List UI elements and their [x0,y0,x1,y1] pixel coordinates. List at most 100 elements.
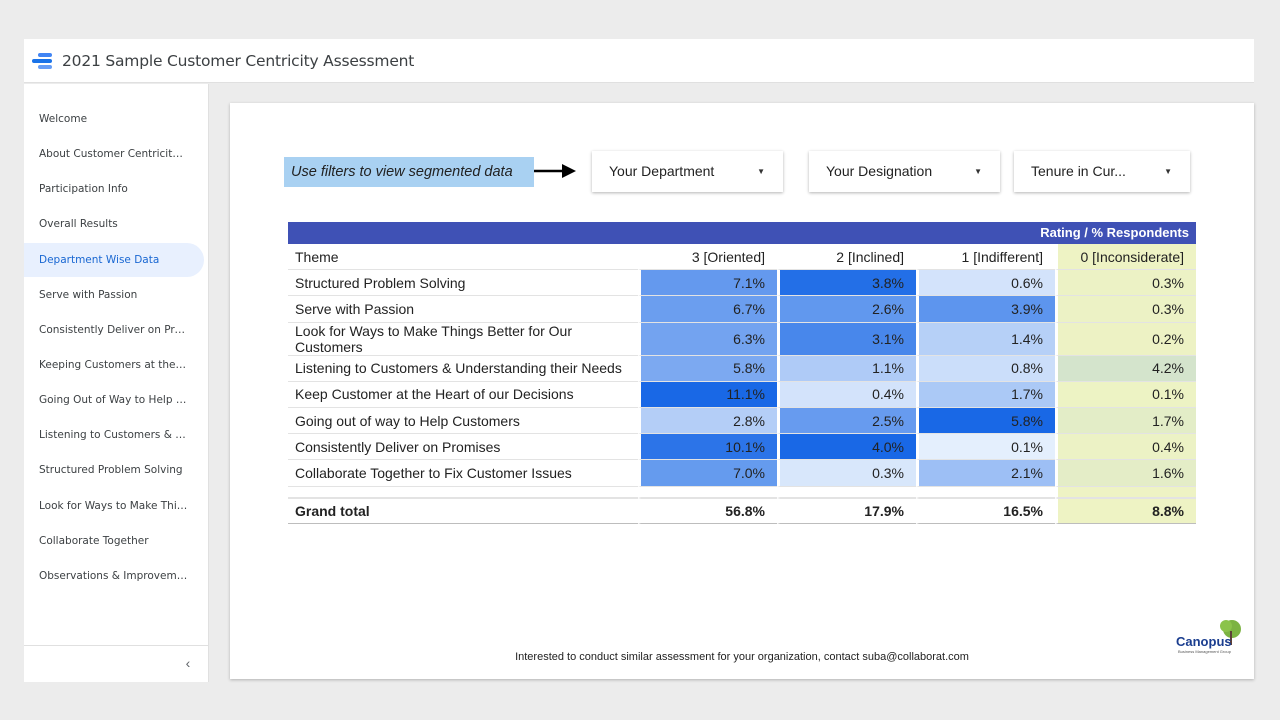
value-cell: 0.8% [916,355,1055,382]
nav-item-department-wise-data[interactable]: Department Wise Data [24,243,204,277]
table-row: Look for Ways to Make Things Better for … [288,322,1196,356]
value-cell: 5.8% [638,355,777,382]
table-row: Collaborate Together to Fix Customer Iss… [288,460,1196,487]
spacer-cell [638,486,777,498]
contact-footer: Interested to conduct similar assessment… [515,651,969,663]
value-cell: 0.4% [777,381,916,408]
report-canvas: Use filters to view segmented data Your … [230,103,1254,679]
designation-filter[interactable]: Your Designation ▼ [809,151,1000,192]
value-cell: 0.3% [1055,270,1196,297]
nav-item-collaborate-together[interactable]: Collaborate Together [39,535,149,547]
value-cell: 4.0% [777,434,916,461]
value-cell: 0.3% [1055,296,1196,323]
brand-name: Canopus [1176,634,1232,649]
brand-tagline: Business Management Group [1178,649,1232,654]
value-cell: 1.7% [916,381,1055,408]
theme-cell: Going out of way to Help Customers [288,408,638,435]
spacer-cell [916,486,1055,498]
designation-filter-label: Your Designation [826,163,933,179]
theme-cell: Consistently Deliver on Promises [288,434,638,461]
value-cell: 2.6% [777,296,916,323]
nav-item-listening[interactable]: Listening to Customers & Un... [39,429,200,441]
value-cell: 2.8% [638,407,777,435]
table-row: Consistently Deliver on Promises 10.1% 4.0… [288,434,1196,461]
dropdown-caret-icon: ▼ [974,167,982,176]
value-cell: 0.6% [916,270,1055,297]
nav-item-keeping-customers[interactable]: Keeping Customers at the H... [39,359,197,371]
spacer-cell [1055,486,1196,498]
app-header: 2021 Sample Customer Centricity Assessme… [24,39,1254,83]
grand-total-cell: 16.5% [916,497,1055,524]
value-cell: 5.8% [916,407,1055,435]
table-row: Going out of way to Help Customers 2.8% 2.… [288,407,1196,435]
table-row: Listening to Customers & Understanding t… [288,355,1196,382]
theme-cell: Structured Problem Solving [288,270,638,297]
theme-cell: Keep Customer at the Heart of our Decisi… [288,382,638,408]
value-cell: 1.7% [1055,407,1196,435]
value-cell: 1.1% [777,355,916,382]
value-cell: 4.2% [1055,355,1196,382]
value-cell: 10.1% [638,434,777,461]
value-cell: 7.1% [638,270,777,297]
column-header-indifferent[interactable]: 1 [Indifferent] [916,244,1055,271]
nav-item-structured-problem-solving[interactable]: Structured Problem Solving [39,464,183,476]
nav-item-look-for-ways[interactable]: Look for Ways to Make Thing... [39,500,201,512]
value-cell: 6.7% [638,296,777,323]
value-cell: 1.6% [1055,460,1196,487]
table-row: Structured Problem Solving 7.1% 3.8% 0.6% 0.… [288,270,1196,297]
value-cell: 7.0% [638,460,777,487]
value-cell: 1.4% [916,322,1055,356]
column-header-inconsiderate[interactable]: 0 [Inconsiderate] [1055,244,1196,271]
canopus-logo: Canopus Business Management Group [1176,620,1241,654]
value-cell: 11.1% [638,381,777,408]
nav-item-participation[interactable]: Participation Info [39,183,128,195]
grand-total-row: Grand total 56.8% 17.9% 16.5% 8.8% [288,497,1196,524]
value-cell: 0.1% [916,434,1055,461]
table-row: Keep Customer at the Heart of our Decisi… [288,381,1196,408]
page-navigation: Welcome About Customer Centricity ... Pa… [24,84,209,682]
nav-item-welcome[interactable]: Welcome [39,113,88,125]
sidebar-footer: ‹ [24,645,209,682]
looker-studio-logo-icon [32,53,52,69]
nav-item-observations[interactable]: Observations & Improvemen... [39,570,200,582]
nav-item-serve-with-passion[interactable]: Serve with Passion [39,289,138,301]
value-cell: 3.8% [777,270,916,297]
column-header-theme[interactable]: Theme [288,244,638,271]
table-spacer [288,486,1196,498]
spacer-cell [288,487,638,498]
value-cell: 0.1% [1055,381,1196,408]
nav-item-about[interactable]: About Customer Centricity ... [39,148,192,160]
value-cell: 3.9% [916,296,1055,323]
grand-total-cell: 8.8% [1055,497,1196,524]
pivot-table: Rating / % Respondents Theme 3 [Oriented… [288,222,1196,524]
arrow-right-icon [534,164,576,178]
nav-item-overall-results[interactable]: Overall Results [39,218,118,230]
theme-cell: Listening to Customers & Understanding t… [288,356,638,382]
value-cell: 0.4% [1055,434,1196,461]
filter-hint-label: Use filters to view segmented data [284,157,534,187]
department-filter[interactable]: Your Department ▼ [592,151,783,192]
spacer-cell [777,486,916,498]
department-filter-label: Your Department [609,163,715,179]
theme-cell: Look for Ways to Make Things Better for … [288,323,638,356]
grand-total-label: Grand total [288,497,638,524]
grand-total-cell: 17.9% [777,497,916,524]
nav-item-consistently-deliver[interactable]: Consistently Deliver on Pro... [39,324,191,336]
grand-total-cell: 56.8% [638,497,777,524]
column-header-oriented[interactable]: 3 [Oriented] [638,244,777,271]
value-cell: 2.5% [777,407,916,435]
column-header-inclined[interactable]: 2 [Inclined] [777,244,916,271]
tenure-filter-label: Tenure in Cur... [1031,163,1126,179]
chevron-left-icon[interactable]: ‹ [185,655,191,671]
dropdown-caret-icon: ▼ [757,167,765,176]
dropdown-caret-icon: ▼ [1164,167,1172,176]
tenure-filter[interactable]: Tenure in Cur... ▼ [1014,151,1190,192]
value-cell: 3.1% [777,322,916,356]
value-cell: 2.1% [916,460,1055,487]
value-cell: 0.3% [777,460,916,487]
nav-item-going-out-of-way[interactable]: Going Out of Way to Help C... [39,394,194,406]
value-cell: 0.2% [1055,322,1196,356]
value-cell: 6.3% [638,322,777,356]
theme-cell: Collaborate Together to Fix Customer Iss… [288,460,638,487]
table-row: Serve with Passion 6.7% 2.6% 3.9% 0.3% [288,296,1196,323]
